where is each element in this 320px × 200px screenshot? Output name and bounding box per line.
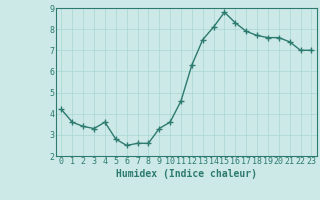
X-axis label: Humidex (Indice chaleur): Humidex (Indice chaleur) [116, 169, 257, 179]
